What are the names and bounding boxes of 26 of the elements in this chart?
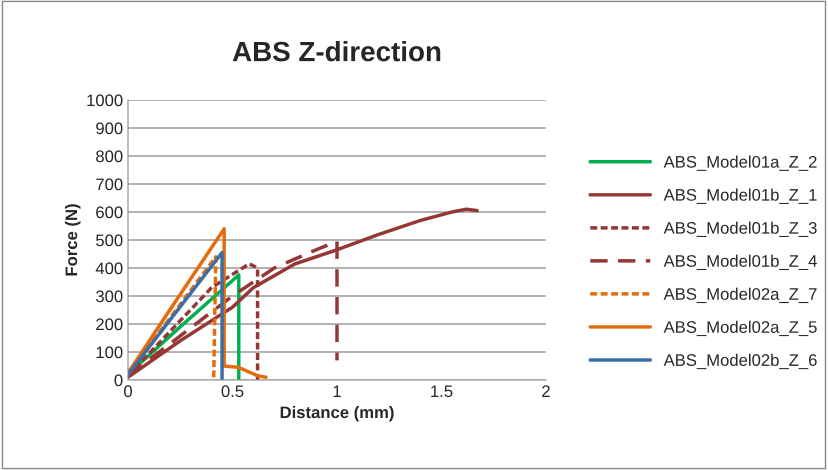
y-tick-label: 600 [96,206,122,218]
y-tick-label: 1000 [87,94,122,106]
x-tick-label: 0.5 [222,385,244,398]
x-tick-label: 1.5 [431,385,452,398]
legend-label: ABS_Model01b_Z_3 [664,222,817,237]
y-tick-label: 0 [114,374,122,386]
y-tick-label: 900 [96,122,122,134]
y-tick-label: 400 [96,262,122,274]
x-axis-title: Distance (mm) [280,406,394,422]
y-tick-label: 100 [96,346,122,358]
legend-label: ABS_Model02a_Z_7 [664,288,817,304]
legend-label: ABS_Model01a_Z_2 [664,156,817,171]
y-axis-title: Force (N) [64,204,81,276]
y-tick-label: 700 [96,178,122,190]
x-tick-label: 1 [334,385,341,397]
x-tick-label: 2 [542,385,550,397]
y-tick-label: 800 [96,150,122,162]
legend-label: ABS_Model01b_Z_1 [664,188,817,204]
y-tick-label: 300 [96,290,122,302]
legend-label: ABS_Model02b_Z_6 [664,354,817,370]
y-tick-label: 200 [96,318,122,330]
chart-title: ABS Z-direction [232,40,440,62]
legend-label: ABS_Model01b_Z_4 [664,254,817,270]
x-tick-label: 0 [124,385,132,398]
legend-label: ABS_Model02a_Z_5 [664,320,817,336]
y-tick-label: 500 [96,234,122,246]
